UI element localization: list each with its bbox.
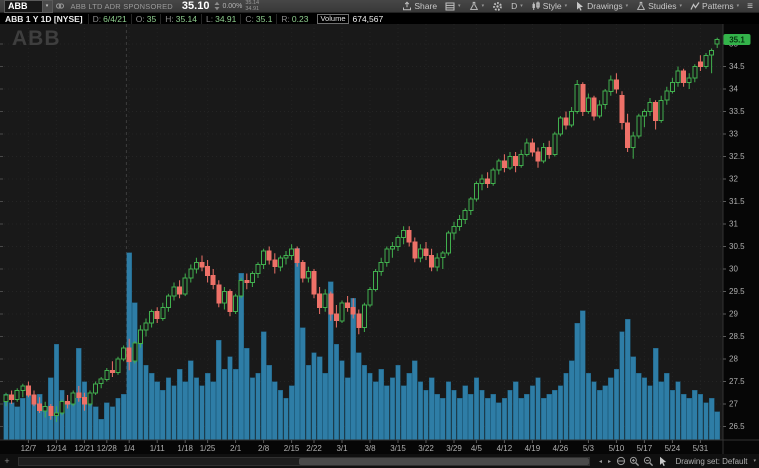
- svg-text:28.5: 28.5: [729, 332, 745, 341]
- svg-text:2/15: 2/15: [284, 444, 300, 453]
- last-price: 35.10: [181, 0, 210, 12]
- volume-chip[interactable]: Volume: [317, 13, 349, 24]
- svg-text:3/22: 3/22: [418, 444, 434, 453]
- svg-text:2/1: 2/1: [230, 444, 242, 453]
- pan-left-button[interactable]: ◂: [598, 458, 602, 465]
- toolbar-right-group: Share ▾ ▾ D ▾ Style ▾: [398, 0, 757, 13]
- svg-text:29: 29: [729, 310, 738, 319]
- pointer-tool-icon[interactable]: [657, 456, 668, 467]
- field-high: H: 35.14: [160, 13, 201, 24]
- share-button[interactable]: Share: [398, 0, 441, 13]
- svg-text:33: 33: [729, 130, 738, 139]
- quick-study-flask-button[interactable]: ▾: [465, 0, 489, 13]
- style-button[interactable]: Style ▾: [527, 0, 571, 13]
- chart-toolbar: ABB ▾ ABB LTD ADR SPONSORED 35.10 0.00% …: [0, 0, 759, 13]
- time-scrollbar[interactable]: [18, 456, 591, 466]
- bottom-status-bar: + ◂ ▸ Drawing set: Default ▾: [0, 454, 759, 468]
- svg-text:5/10: 5/10: [609, 444, 625, 453]
- svg-text:1/11: 1/11: [150, 444, 166, 453]
- field-range: R: 0.23: [276, 13, 312, 24]
- svg-text:34: 34: [729, 85, 738, 94]
- zoom-in-button[interactable]: [629, 456, 640, 467]
- svg-text:12/28: 12/28: [97, 444, 118, 453]
- link-icon[interactable]: [55, 1, 65, 11]
- svg-text:4/19: 4/19: [525, 444, 541, 453]
- drawing-set-selector[interactable]: Drawing set: Default: [675, 456, 748, 466]
- svg-text:4/26: 4/26: [553, 444, 569, 453]
- svg-text:1/18: 1/18: [177, 444, 193, 453]
- svg-text:3/15: 3/15: [390, 444, 406, 453]
- svg-text:26.5: 26.5: [729, 422, 745, 431]
- svg-text:12/7: 12/7: [21, 444, 37, 453]
- svg-text:32: 32: [729, 175, 738, 184]
- day-high: 35.14: [245, 0, 260, 6]
- patterns-button[interactable]: Patterns ▾: [686, 0, 743, 13]
- field-open: O: 35: [130, 13, 160, 24]
- volume-value: 674,567: [352, 13, 384, 24]
- fit-width-icon[interactable]: [615, 456, 626, 467]
- svg-text:4/5: 4/5: [471, 444, 483, 453]
- svg-text:28: 28: [729, 355, 738, 364]
- svg-text:12/21: 12/21: [74, 444, 95, 453]
- price-chart[interactable]: 3534.53433.53332.53231.53130.53029.52928…: [0, 24, 759, 454]
- svg-text:27: 27: [729, 400, 738, 409]
- symbol-combobox[interactable]: ABB ▾: [4, 0, 53, 13]
- svg-text:12/14: 12/14: [46, 444, 67, 453]
- svg-text:5/24: 5/24: [665, 444, 681, 453]
- svg-text:5/31: 5/31: [693, 444, 709, 453]
- svg-text:4/12: 4/12: [497, 444, 513, 453]
- timeframe-button[interactable]: D ▾: [511, 1, 523, 11]
- layout-grid-button[interactable]: ▾: [441, 0, 465, 13]
- svg-text:34.5: 34.5: [729, 62, 745, 71]
- svg-text:1/25: 1/25: [200, 444, 216, 453]
- svg-text:31.5: 31.5: [729, 197, 745, 206]
- expand-button[interactable]: +: [4, 455, 10, 466]
- day-high-low: 35.14 34.91: [245, 0, 259, 12]
- change-percent: 0.00%: [222, 2, 243, 10]
- scrollbar-thumb[interactable]: [298, 457, 590, 465]
- field-close: C: 35.1: [240, 13, 276, 24]
- svg-text:31: 31: [729, 220, 738, 229]
- menu-button[interactable]: ≡: [747, 0, 753, 12]
- day-low: 34.91: [245, 6, 260, 12]
- svg-text:32.5: 32.5: [729, 152, 745, 161]
- svg-text:2/22: 2/22: [306, 444, 322, 453]
- studies-button[interactable]: Studies ▾: [632, 0, 686, 13]
- field-date: D: 6/4/21: [87, 13, 131, 24]
- settings-gear-button[interactable]: [488, 0, 507, 13]
- svg-text:30: 30: [729, 265, 738, 274]
- drawings-button[interactable]: Drawings ▾: [571, 0, 632, 13]
- svg-text:30.5: 30.5: [729, 242, 745, 251]
- change-arrows-icon: [214, 1, 220, 11]
- svg-text:5/17: 5/17: [637, 444, 653, 453]
- svg-text:3/8: 3/8: [364, 444, 376, 453]
- svg-text:2/8: 2/8: [258, 444, 270, 453]
- symbol-dropdown-button[interactable]: ▾: [41, 0, 52, 12]
- pan-right-button[interactable]: ▸: [607, 458, 611, 465]
- svg-text:33.5: 33.5: [729, 107, 745, 116]
- svg-text:29.5: 29.5: [729, 287, 745, 296]
- svg-text:1/4: 1/4: [124, 444, 136, 453]
- svg-text:27.5: 27.5: [729, 377, 745, 386]
- svg-text:5/3: 5/3: [583, 444, 595, 453]
- chart-area: 3534.53433.53332.53231.53130.53029.52928…: [0, 24, 759, 454]
- company-name: ABB LTD ADR SPONSORED: [70, 1, 173, 11]
- chart-header: ABB 1 Y 1D [NYSE] D: 6/4/21 O: 35 H: 35.14 …: [0, 13, 759, 24]
- field-low: L: 34.91: [201, 13, 240, 24]
- svg-text:35.1: 35.1: [729, 36, 745, 45]
- svg-text:3/1: 3/1: [336, 444, 348, 453]
- zoom-out-button[interactable]: [643, 456, 654, 467]
- symbol-input[interactable]: ABB: [8, 1, 28, 11]
- svg-text:3/29: 3/29: [446, 444, 462, 453]
- chart-title: ABB 1 Y 1D [NYSE]: [5, 13, 83, 24]
- drawing-set-caret-icon: ▾: [753, 458, 756, 464]
